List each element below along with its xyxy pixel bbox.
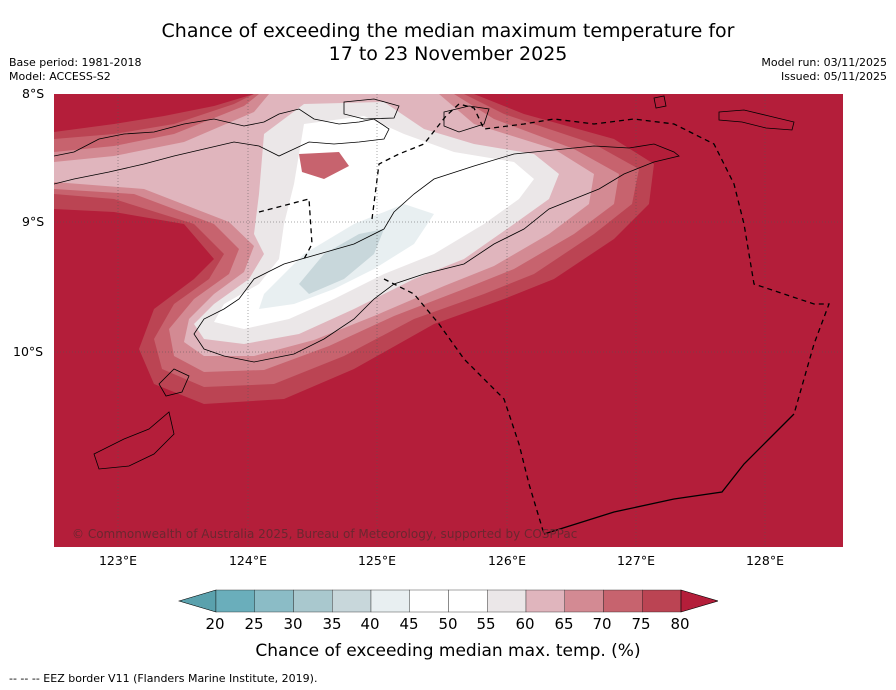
colorbar-segment bbox=[448, 589, 488, 613]
timor-island-outline bbox=[193, 143, 680, 363]
colorbar-tick: 45 bbox=[399, 615, 419, 633]
colorbar-segment bbox=[564, 589, 604, 613]
contour-band-35 bbox=[299, 229, 384, 294]
lon-label-125e: 125°E bbox=[357, 553, 396, 568]
meta-left: Base period: 1981-2018 Model: ACCESS-S2 bbox=[9, 56, 141, 84]
eez-border-line bbox=[258, 198, 313, 260]
sawu-outline bbox=[93, 411, 175, 470]
east-islands-outline bbox=[718, 109, 795, 131]
colorbar-tick: 40 bbox=[360, 615, 380, 633]
contour-pocket-70 bbox=[299, 152, 349, 179]
wetar-outline bbox=[443, 105, 490, 133]
colorbar-segment bbox=[370, 589, 410, 613]
colorbar-segment bbox=[642, 589, 682, 613]
colorbar-label: Chance of exceeding median max. temp. (%… bbox=[255, 641, 641, 661]
title-line-1: Chance of exceeding the median maximum t… bbox=[161, 20, 735, 42]
footer-legend-note: -- -- -- EEZ border V11 (Flanders Marine… bbox=[9, 672, 318, 685]
colorbar-segment bbox=[525, 589, 565, 613]
colorbar-tick: 60 bbox=[515, 615, 535, 633]
colorbar-tick: 55 bbox=[476, 615, 496, 633]
colorbar-tick: 80 bbox=[670, 615, 690, 633]
alor-outline bbox=[343, 98, 400, 120]
eez-border-solid bbox=[543, 413, 795, 535]
contour-pocket-60 bbox=[199, 160, 232, 192]
colorbar-tick: 35 bbox=[322, 615, 342, 633]
probability-map bbox=[54, 94, 843, 547]
colorbar-tick: 75 bbox=[631, 615, 651, 633]
colorbar-tick: 30 bbox=[283, 615, 303, 633]
lon-label-124e: 124°E bbox=[228, 553, 267, 568]
lon-label-127e: 127°E bbox=[616, 553, 655, 568]
title-line-2: 17 to 23 November 2025 bbox=[328, 43, 568, 65]
issued-date: Issued: 05/11/2025 bbox=[780, 70, 887, 83]
copyright-notice: © Commonwealth of Australia 2025, Bureau… bbox=[72, 527, 578, 541]
eez-border-line-3 bbox=[383, 278, 545, 535]
eez-border bbox=[258, 103, 830, 535]
colorbar-extend-high bbox=[680, 589, 718, 613]
flores-outline bbox=[54, 108, 390, 185]
colorbar-segment bbox=[487, 589, 527, 613]
colorbar-segment bbox=[293, 589, 333, 613]
colorbar-extend-low bbox=[178, 589, 217, 613]
colorbar-segment bbox=[254, 589, 294, 613]
lat-label-10s: 10°S bbox=[13, 344, 44, 359]
colorbar-tick: 25 bbox=[244, 615, 264, 633]
colorbar-tick: 20 bbox=[205, 615, 225, 633]
eez-border-line-2 bbox=[371, 103, 830, 415]
colorbar-segment bbox=[215, 589, 255, 613]
colorbar-tick: 50 bbox=[438, 615, 458, 633]
colorbar-segment bbox=[603, 589, 643, 613]
colorbar-tick: 65 bbox=[554, 615, 574, 633]
colorbar-segment bbox=[409, 589, 449, 613]
lon-label-123e: 123°E bbox=[98, 553, 137, 568]
model-name: Model: ACCESS-S2 bbox=[9, 70, 111, 83]
lon-label-128e: 128°E bbox=[745, 553, 784, 568]
meta-right: Model run: 03/11/2025 Issued: 05/11/2025 bbox=[761, 56, 887, 84]
small-island-outline bbox=[653, 95, 667, 109]
chart-title: Chance of exceeding the median maximum t… bbox=[0, 20, 896, 66]
colorbar-segment bbox=[332, 589, 372, 613]
base-period: Base period: 1981-2018 bbox=[9, 56, 142, 69]
rote-outline bbox=[158, 368, 190, 397]
model-run: Model run: 03/11/2025 bbox=[761, 56, 887, 69]
lon-label-126e: 126°E bbox=[487, 553, 526, 568]
colorbar-tick: 70 bbox=[592, 615, 612, 633]
coastlines bbox=[54, 95, 795, 470]
lat-label-8s: 8°S bbox=[22, 86, 45, 101]
colorbar bbox=[178, 589, 718, 613]
lat-label-9s: 9°S bbox=[22, 214, 45, 229]
